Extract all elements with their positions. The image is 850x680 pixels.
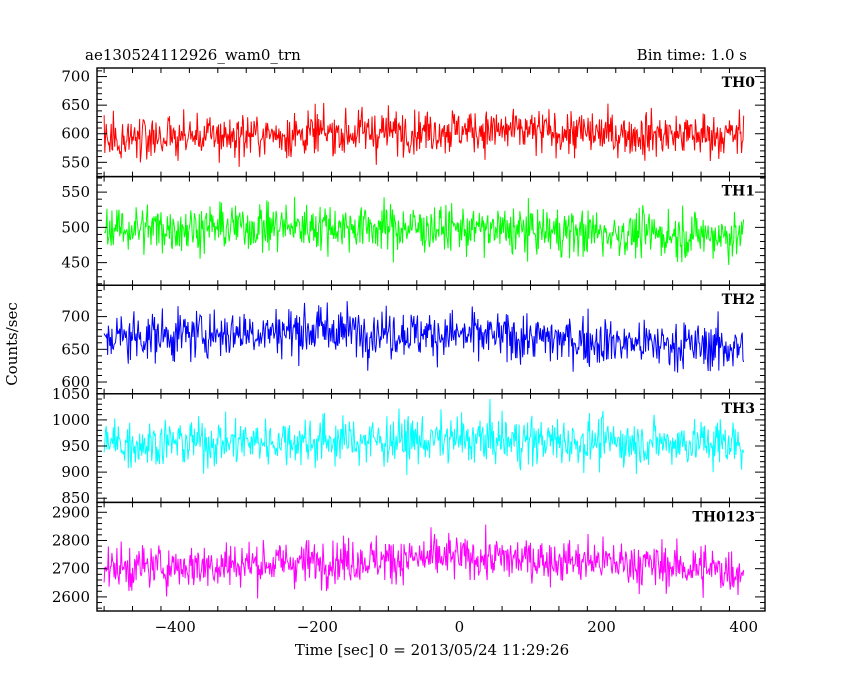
x-axis: −400 −200 0 200 400: [155, 618, 758, 636]
panel-label: TH0: [722, 75, 756, 91]
y-tick-label: 2700: [52, 560, 90, 578]
y-tick-label: 450: [61, 254, 90, 272]
series-line-th2: [103, 301, 745, 373]
y-tick-label: 2800: [52, 531, 90, 549]
y-tick-label: 700: [61, 308, 90, 326]
y-tick-label: 550: [61, 183, 90, 201]
bin-time-label: Bin time: 1.0 s: [637, 46, 747, 64]
panel-th0123: 2600 2700 2800 2900 TH0123: [52, 501, 766, 612]
series-line-th3: [103, 399, 745, 476]
y-tick-label: 700: [61, 68, 90, 86]
x-tick-label: 0: [455, 618, 465, 636]
y-tick-label: 1000: [52, 411, 90, 429]
panel-frame: [96, 501, 766, 612]
y-tick-label: 850: [61, 489, 90, 507]
y-axis-title: Counts/sec: [3, 302, 21, 386]
y-tick-label: 1050: [52, 385, 90, 403]
y-tick-label: 2900: [52, 503, 90, 521]
x-axis-title: Time [sec] 0 = 2013/05/24 11:29:26: [295, 641, 569, 659]
series-line-th1: [103, 196, 745, 265]
x-tick-label: −200: [297, 618, 338, 636]
series-line-th0: [103, 102, 745, 167]
plot-title: ae130524112926_wam0_trn: [85, 46, 301, 64]
panel-th3: 850 900 950 1000 1050 TH3: [52, 385, 766, 507]
panel-th1: 450 500 550 TH1: [61, 175, 766, 286]
y-tick-label: 550: [61, 153, 90, 171]
series-line-th0123: [103, 524, 745, 599]
panel-label: TH1: [722, 184, 755, 200]
panel-label: TH3: [722, 401, 755, 417]
panel-th0: 550 600 650 700 TH0: [61, 67, 766, 178]
x-tick-label: 200: [587, 618, 616, 636]
panels-group: 550 600 650 700 TH0 450 500 550 TH1 600 650 700 TH2 8…: [52, 67, 766, 612]
y-tick-label: 900: [61, 463, 90, 481]
y-tick-label: 500: [61, 218, 90, 236]
y-tick-label: 650: [61, 96, 90, 114]
y-tick-label: 2600: [52, 588, 90, 606]
y-tick-label: 600: [61, 125, 90, 143]
x-tick-label: 400: [729, 618, 758, 636]
x-tick-label: −400: [155, 618, 196, 636]
y-tick-label: 950: [61, 437, 90, 455]
panel-th2: 600 650 700 TH2: [61, 284, 766, 395]
y-tick-label: 600: [61, 373, 90, 391]
panel-label: TH2: [722, 292, 755, 308]
y-tick-label: 650: [61, 340, 90, 358]
panel-label: TH0123: [692, 509, 755, 525]
panel-frame: [96, 393, 766, 504]
